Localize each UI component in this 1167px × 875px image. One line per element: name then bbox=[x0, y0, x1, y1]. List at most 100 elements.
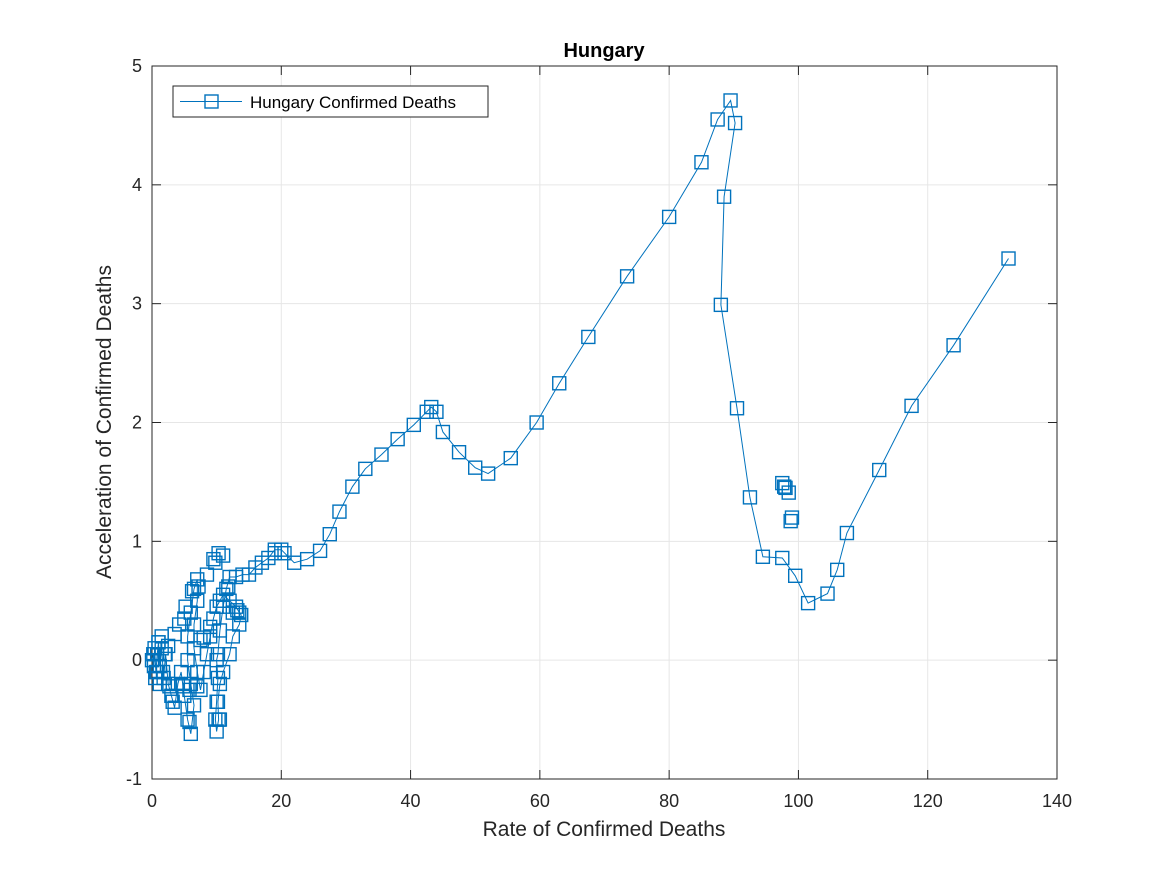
data-point-marker bbox=[581, 329, 596, 345]
x-tick-label: 0 bbox=[147, 791, 157, 811]
data-point-marker bbox=[157, 647, 173, 662]
x-tick-label: 120 bbox=[913, 791, 943, 811]
data-point-marker bbox=[419, 404, 434, 420]
data-point-marker bbox=[713, 297, 729, 313]
data-point-marker bbox=[451, 445, 467, 460]
legend-marker-swatch bbox=[204, 94, 219, 109]
data-point-marker bbox=[332, 504, 347, 519]
data-point-marker bbox=[219, 581, 234, 597]
data-point-marker bbox=[230, 603, 245, 618]
data-point-marker bbox=[374, 447, 389, 462]
data-point-marker bbox=[345, 479, 360, 494]
data-point-marker bbox=[162, 679, 177, 694]
data-point-marker bbox=[178, 599, 193, 614]
data-point-marker bbox=[186, 581, 202, 597]
data-point-marker bbox=[429, 404, 444, 420]
data-point-marker bbox=[212, 623, 228, 638]
data-point-marker bbox=[196, 664, 211, 680]
data-point-marker bbox=[946, 338, 961, 353]
data-point-marker bbox=[177, 611, 192, 626]
data-point-marker bbox=[267, 546, 283, 561]
x-tick-label: 40 bbox=[401, 791, 421, 811]
y-axis-label: Acceleration of Confirmed Deaths bbox=[93, 265, 116, 579]
data-point-marker bbox=[710, 112, 725, 127]
x-tick-label: 60 bbox=[530, 791, 550, 811]
y-tick-label: 2 bbox=[132, 413, 142, 433]
data-point-marker bbox=[193, 632, 208, 648]
data-point-marker bbox=[1001, 251, 1016, 266]
data-point-marker bbox=[503, 450, 518, 466]
data-point-marker bbox=[225, 605, 241, 620]
data-point-marker bbox=[435, 424, 451, 440]
data-point-marker bbox=[529, 415, 544, 430]
data-point-marker bbox=[723, 93, 738, 108]
data-point-marker bbox=[358, 461, 373, 477]
data-point-marker bbox=[778, 480, 793, 496]
data-point-marker bbox=[727, 115, 743, 131]
data-point-marker bbox=[820, 586, 835, 601]
data-point-marker bbox=[480, 466, 496, 481]
grid bbox=[151, 65, 1058, 780]
data-point-marker bbox=[277, 546, 292, 561]
data-point-marker bbox=[716, 189, 732, 204]
data-point-marker bbox=[210, 647, 226, 662]
data-point-marker bbox=[211, 546, 226, 561]
y-tick-label: 0 bbox=[132, 650, 142, 670]
data-point-marker bbox=[182, 714, 197, 730]
series-layer bbox=[144, 93, 1016, 742]
data-point-marker bbox=[182, 682, 197, 698]
x-tick-label: 140 bbox=[1042, 791, 1072, 811]
y-tick-label: 5 bbox=[132, 56, 142, 76]
data-point-marker bbox=[783, 513, 798, 529]
data-point-marker bbox=[787, 568, 803, 583]
data-point-marker bbox=[186, 698, 202, 713]
data-point-marker bbox=[830, 562, 845, 578]
data-point-marker bbox=[167, 626, 182, 642]
data-point-marker bbox=[839, 525, 855, 541]
data-point-marker bbox=[406, 417, 422, 433]
data-point-marker bbox=[193, 682, 208, 698]
legend-entry-label: Hungary Confirmed Deaths bbox=[250, 93, 456, 112]
data-point-marker bbox=[552, 376, 567, 391]
y-tick-label: 1 bbox=[132, 531, 142, 551]
y-tick-label: -1 bbox=[126, 769, 142, 789]
data-point-marker bbox=[208, 555, 223, 570]
data-point-marker bbox=[183, 726, 198, 742]
data-point-marker bbox=[299, 551, 315, 567]
data-point-marker bbox=[209, 694, 224, 709]
data-point-marker bbox=[390, 431, 405, 447]
data-point-marker bbox=[210, 670, 226, 686]
x-axis-label: Rate of Confirmed Deaths bbox=[483, 818, 726, 841]
data-point-marker bbox=[694, 155, 709, 170]
data-point-marker bbox=[775, 550, 790, 566]
data-point-marker bbox=[661, 209, 677, 225]
data-point-marker bbox=[199, 567, 215, 582]
data-point-marker bbox=[202, 619, 218, 635]
data-point-marker bbox=[755, 549, 771, 564]
y-tick-label: 3 bbox=[132, 294, 142, 314]
data-point-marker bbox=[190, 679, 205, 694]
data-point-marker bbox=[180, 712, 195, 727]
data-point-marker bbox=[312, 543, 328, 559]
data-point-marker bbox=[221, 579, 236, 594]
data-point-marker bbox=[209, 724, 224, 739]
data-point-marker bbox=[872, 462, 887, 478]
x-tick-label: 20 bbox=[271, 791, 291, 811]
data-point-marker bbox=[234, 607, 249, 623]
data-point-marker bbox=[800, 595, 816, 611]
data-point-marker bbox=[777, 479, 792, 494]
data-point-marker bbox=[729, 401, 745, 416]
legend: Hungary Confirmed Deaths bbox=[172, 85, 489, 118]
chart-title: Hungary bbox=[563, 40, 645, 62]
data-point-marker bbox=[904, 398, 919, 414]
data-point-marker bbox=[191, 579, 206, 594]
data-point-marker bbox=[619, 269, 635, 284]
data-point-marker bbox=[424, 399, 439, 415]
x-tick-label: 100 bbox=[783, 791, 813, 811]
y-tick-label: 4 bbox=[132, 175, 142, 195]
data-point-marker bbox=[165, 694, 180, 709]
data-point-marker bbox=[322, 527, 337, 542]
